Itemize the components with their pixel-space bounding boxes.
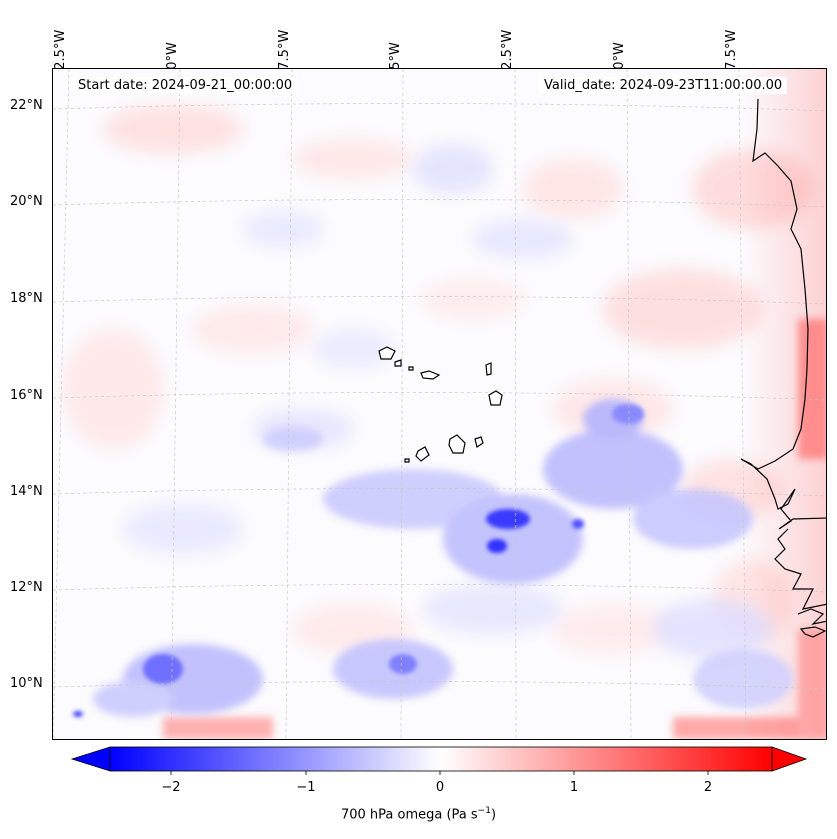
colorbar [70,746,808,775]
lat-label-10n: 10°N [10,676,43,691]
cape-verde-islands [378,346,503,463]
coastline [740,98,826,638]
colorbar-tick-neg1: −1 [296,780,316,795]
colorbar-label-close: ) [490,807,497,823]
lat-label-16n: 16°N [10,388,43,403]
colorbar-label: 700 hPa omega (Pa s−1) [0,806,837,822]
colorbar-tick-pos1: 1 [569,780,579,795]
graticule [53,69,826,739]
negative-omega-band [93,399,793,717]
lat-label-14n: 14°N [10,484,43,499]
colorbar-label-text: 700 hPa omega (Pa s [340,807,478,823]
colorbar-tick-zero: 0 [435,780,445,795]
colorbar-max-arrow [771,746,808,772]
negative-omega-cores [73,404,644,717]
colorbar-tick-pos2: 2 [703,780,713,795]
valid-date-label: Valid_date: 2024-09-23T11:00:00.00 [539,77,788,94]
lat-label-22n: 22°N [10,98,43,113]
colorbar-tick-marks [170,771,709,775]
colorbar-gradient [109,746,773,772]
start-date-label: Start date: 2024-09-21_00:00:00 [73,77,298,94]
colorbar-label-exponent: −1 [477,806,491,816]
lat-label-12n: 12°N [10,580,43,595]
lat-label-18n: 18°N [10,291,43,306]
map-panel [52,68,827,740]
omega-field [53,69,826,739]
colorbar-min-arrow [70,746,111,772]
lat-label-20n: 20°N [10,194,43,209]
colorbar-tick-neg2: −2 [161,780,181,795]
